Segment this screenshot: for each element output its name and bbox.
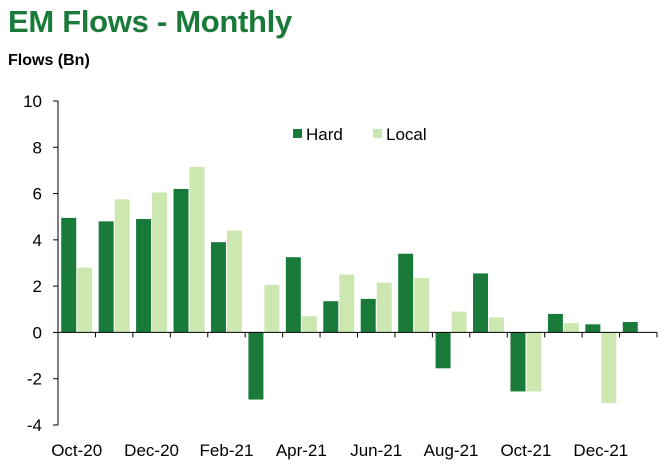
bars-layer xyxy=(61,166,638,404)
x-tick-label: Dec-21 xyxy=(573,441,628,460)
bar-hard-jun-21 xyxy=(360,298,376,333)
bar-hard-oct-21 xyxy=(510,332,526,392)
legend: Hard Local xyxy=(293,125,427,144)
bar-hard-jul-21 xyxy=(398,253,414,333)
x-tick-label: Feb-21 xyxy=(200,441,254,460)
legend-swatch-hard xyxy=(293,129,302,138)
x-tick-label: Apr-21 xyxy=(276,441,327,460)
bar-hard-dec-20 xyxy=(136,219,152,333)
legend-label-hard: Hard xyxy=(306,125,343,144)
bar-local-dec-21 xyxy=(601,332,617,404)
y-tick-label: 4 xyxy=(33,231,42,250)
bar-local-aug-21 xyxy=(451,311,467,333)
bar-local-nov-20 xyxy=(114,199,130,333)
bar-local-oct-20 xyxy=(77,267,93,333)
y-tick-label: -4 xyxy=(27,416,42,435)
y-tick-label: 6 xyxy=(33,185,42,204)
bar-local-dec-20 xyxy=(152,192,168,333)
bar-hard-mar-21 xyxy=(248,332,264,400)
y-tick-label: 2 xyxy=(33,277,42,296)
y-tick-label: 0 xyxy=(33,323,42,342)
bar-local-jun-21 xyxy=(376,282,392,333)
bar-local-nov-21 xyxy=(563,323,579,333)
bar-hard-oct-20 xyxy=(61,217,77,333)
legend-swatch-local xyxy=(373,129,382,138)
y-tick-label: 8 xyxy=(33,138,42,157)
x-tick-label: Aug-21 xyxy=(424,441,479,460)
legend-label-local: Local xyxy=(386,125,427,144)
bar-hard-nov-21 xyxy=(547,313,563,333)
bar-hard-nov-20 xyxy=(98,221,114,333)
chart-title: EM Flows - Monthly xyxy=(8,4,292,39)
y-tick-label: 10 xyxy=(23,92,42,111)
bar-local-jul-21 xyxy=(414,278,430,333)
bar-local-may-21 xyxy=(339,274,355,333)
bar-hard-sep-21 xyxy=(473,273,489,333)
bar-hard-aug-21 xyxy=(435,332,451,369)
x-tick-label: Jun-21 xyxy=(350,441,402,460)
bar-hard-jan-22 xyxy=(622,322,638,333)
bar-hard-dec-21 xyxy=(585,324,601,333)
y-tick-labels: 10 8 6 4 2 0 -2 -4 xyxy=(23,92,58,435)
bar-local-mar-21 xyxy=(264,284,280,333)
x-tick-label: Oct-20 xyxy=(51,441,102,460)
x-tick-label: Oct-21 xyxy=(500,441,551,460)
bar-local-oct-21 xyxy=(526,332,542,392)
y-axis-unit-label: Flows (Bn) xyxy=(8,52,90,69)
x-tick-label: Dec-20 xyxy=(124,441,179,460)
bar-hard-feb-21 xyxy=(210,242,226,333)
bar-local-jan-21 xyxy=(189,166,205,333)
bar-local-feb-21 xyxy=(226,230,242,333)
x-tick-labels: Oct-20 Dec-20 Feb-21 Apr-21 Jun-21 Aug-21 Oct-… xyxy=(51,332,658,460)
bar-hard-jan-21 xyxy=(173,188,189,333)
y-tick-label: -2 xyxy=(27,370,42,389)
bar-hard-may-21 xyxy=(323,301,339,333)
bar-local-apr-21 xyxy=(301,316,317,333)
bar-local-sep-21 xyxy=(489,317,505,333)
bar-hard-apr-21 xyxy=(285,257,301,333)
